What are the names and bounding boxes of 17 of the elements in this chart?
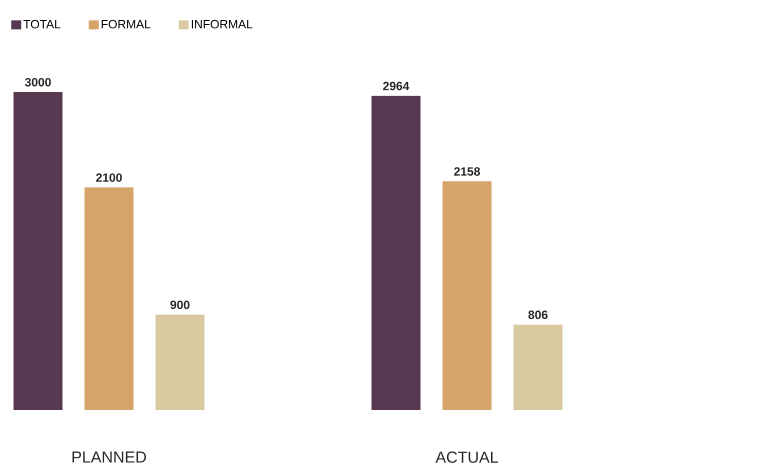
data-label: 2100 bbox=[96, 173, 122, 182]
data-label: 900 bbox=[170, 300, 190, 310]
bar bbox=[84, 187, 134, 410]
bar bbox=[514, 324, 563, 410]
bar bbox=[14, 92, 62, 410]
bar bbox=[156, 314, 205, 410]
x-tick-label: PLANNED bbox=[72, 452, 146, 463]
bar bbox=[372, 96, 421, 410]
data-label: 3000 bbox=[24, 78, 51, 86]
legend-label: INFORMAL bbox=[192, 20, 252, 28]
data-label: 2158 bbox=[454, 167, 480, 176]
legend-label: FORMAL bbox=[102, 20, 150, 28]
data-label: 2964 bbox=[383, 82, 410, 90]
data-label: 806 bbox=[528, 310, 548, 320]
x-tick-label: ACTUAL bbox=[435, 452, 498, 463]
legend-label: TOTAL bbox=[23, 20, 60, 28]
bar bbox=[442, 181, 492, 410]
